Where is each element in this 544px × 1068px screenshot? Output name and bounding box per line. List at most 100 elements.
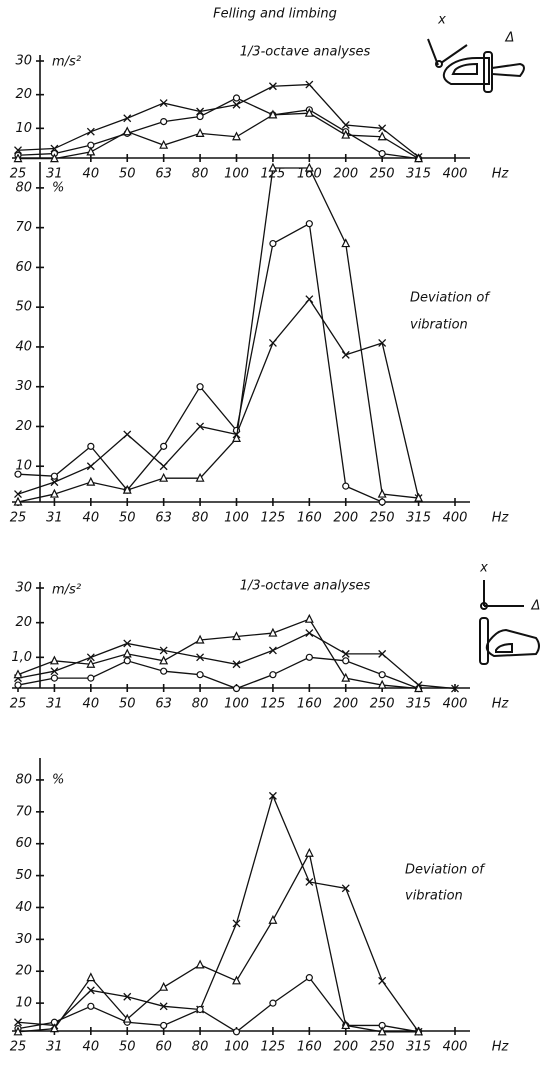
marker-x bbox=[50, 667, 59, 676]
y-tick-label: 70 bbox=[15, 804, 32, 819]
marker-triangle bbox=[195, 128, 205, 137]
y-tick-label: 20 bbox=[15, 87, 32, 102]
x-tick-label: 400 bbox=[443, 511, 468, 526]
marker-circle bbox=[232, 94, 241, 102]
x-tick-label: 80 bbox=[192, 167, 209, 182]
marker-triangle bbox=[377, 679, 387, 689]
x-tick-label: 125 bbox=[261, 167, 286, 182]
annotation: vibration bbox=[410, 318, 468, 333]
subtitle: 1/3-octave analyses bbox=[240, 579, 371, 594]
y-tick-label: 10 bbox=[15, 459, 32, 474]
marker-x bbox=[123, 114, 132, 123]
marker-circle bbox=[342, 657, 350, 665]
marker-circle bbox=[160, 117, 168, 126]
marker-triangle bbox=[86, 476, 96, 486]
x-tick-label: 25 bbox=[10, 1040, 27, 1055]
x-axis-label: Hz bbox=[492, 1040, 510, 1055]
marker-triangle bbox=[13, 496, 23, 506]
y-tick-label: 10 bbox=[15, 996, 32, 1011]
subtitle: 1/3-octave analyses bbox=[240, 45, 371, 60]
x-axis-label: Hz bbox=[492, 511, 510, 526]
y-axis-label: m/s² bbox=[52, 55, 81, 70]
x-axis-label: Hz bbox=[492, 697, 510, 712]
marker-x bbox=[86, 986, 95, 995]
marker-triangle bbox=[414, 683, 424, 693]
x-tick-label: 250 bbox=[370, 1040, 395, 1055]
marker-triangle bbox=[122, 126, 132, 136]
marker-x bbox=[378, 976, 387, 985]
series-line bbox=[17, 851, 419, 1033]
y-tick-label: 30 bbox=[15, 379, 32, 394]
marker-circle bbox=[305, 220, 313, 228]
x-tick-label: 25 bbox=[10, 511, 27, 526]
x-tick-label: 40 bbox=[83, 511, 100, 526]
marker-x bbox=[86, 462, 95, 471]
marker-x bbox=[232, 660, 241, 669]
marker-x bbox=[341, 121, 350, 129]
x-tick-label: 40 bbox=[83, 1040, 100, 1055]
x-tick-label: 200 bbox=[333, 697, 358, 712]
x-tick-label: 31 bbox=[46, 511, 63, 526]
y-tick-label: 30 bbox=[15, 932, 32, 947]
marker-triangle bbox=[341, 238, 351, 248]
x-tick-label: 100 bbox=[224, 167, 249, 182]
marker-circle bbox=[378, 149, 386, 158]
y-tick-label: 80 bbox=[15, 772, 32, 787]
marker-triangle bbox=[49, 1023, 59, 1033]
marker-triangle bbox=[195, 959, 205, 969]
annotation: Deviation of bbox=[410, 291, 491, 306]
x-tick-label: 63 bbox=[155, 697, 172, 712]
y-tick-label: 50 bbox=[15, 868, 32, 883]
marker-triangle bbox=[414, 1026, 424, 1036]
chainsaw-icon-bottom bbox=[479, 580, 540, 665]
marker-circle bbox=[196, 671, 204, 679]
marker-x bbox=[159, 462, 168, 471]
y-axis-label: m/s² bbox=[52, 583, 81, 598]
y-tick-label: 50 bbox=[15, 300, 32, 315]
marker-x bbox=[268, 339, 277, 347]
icon-label: Δ bbox=[505, 31, 515, 46]
marker-triangle bbox=[159, 981, 169, 991]
marker-circle bbox=[232, 684, 241, 693]
x-tick-label: 50 bbox=[119, 1040, 136, 1055]
marker-triangle bbox=[232, 131, 241, 141]
marker-triangle bbox=[377, 1026, 387, 1036]
x-tick-label: 40 bbox=[83, 697, 100, 712]
marker-x bbox=[159, 646, 168, 655]
marker-x bbox=[268, 646, 277, 655]
x-tick-label: 31 bbox=[46, 697, 63, 712]
marker-circle bbox=[50, 674, 59, 682]
x-tick-label: 160 bbox=[297, 1040, 322, 1055]
marker-triangle bbox=[159, 139, 169, 149]
y-tick-label: 10 bbox=[15, 121, 32, 136]
marker-x bbox=[123, 639, 132, 648]
x-tick-label: 60 bbox=[155, 1040, 172, 1055]
x-tick-label: 200 bbox=[333, 167, 358, 182]
marker-x bbox=[341, 350, 350, 359]
marker-triangle bbox=[268, 627, 278, 637]
marker-x bbox=[159, 1002, 168, 1011]
x-tick-label: 200 bbox=[333, 511, 358, 526]
marker-circle bbox=[269, 671, 277, 679]
marker-triangle bbox=[304, 847, 314, 857]
x-tick-label: 63 bbox=[155, 167, 172, 182]
x-tick-label: 25 bbox=[10, 697, 27, 712]
marker-circle bbox=[378, 498, 386, 506]
marker-x bbox=[86, 127, 95, 136]
x-tick-label: 315 bbox=[406, 1040, 431, 1055]
x-tick-label: 160 bbox=[297, 697, 322, 712]
y-tick-label: 20 bbox=[15, 615, 32, 630]
marker-triangle bbox=[195, 634, 205, 644]
marker-x bbox=[378, 339, 387, 347]
marker-triangle bbox=[13, 153, 23, 163]
marker-triangle bbox=[414, 492, 424, 502]
marker-x bbox=[50, 478, 59, 487]
marker-x bbox=[159, 99, 168, 108]
annotation: vibration bbox=[405, 889, 463, 904]
marker-circle bbox=[196, 1005, 204, 1014]
marker-triangle bbox=[414, 153, 424, 163]
series-line bbox=[17, 656, 419, 690]
x-tick-label: 31 bbox=[46, 167, 63, 182]
marker-circle bbox=[232, 426, 241, 435]
